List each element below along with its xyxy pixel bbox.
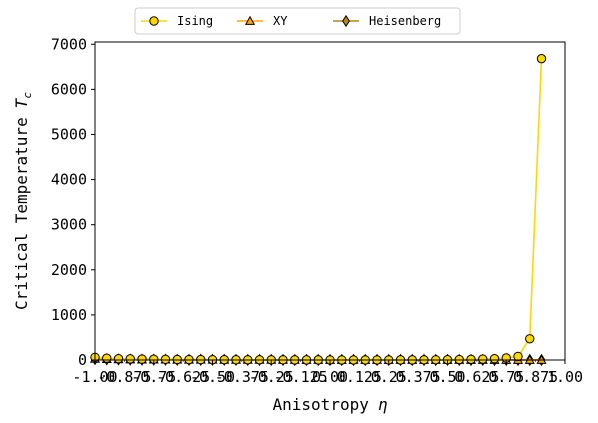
data-point-ising xyxy=(125,354,135,364)
legend-label-ising: Ising xyxy=(177,14,213,28)
x-tick-label: -0.75 xyxy=(131,368,176,386)
legend-label-xy: XY xyxy=(273,14,288,28)
data-point-ising xyxy=(525,334,535,344)
x-tick-label: -0.50 xyxy=(190,368,235,386)
x-axis-label-symbol: η xyxy=(378,395,388,414)
x-axis-label-text: Anisotropy xyxy=(273,395,370,414)
y-axis-label-subscript: c xyxy=(21,92,34,99)
y-tick-label: 2000 xyxy=(51,261,87,279)
data-point-ising xyxy=(172,354,182,365)
y-axis-label-symbol: T xyxy=(12,97,31,108)
data-point-ising xyxy=(513,351,523,362)
x-tick-label: 0.00 xyxy=(312,368,348,386)
y-tick-label: 5000 xyxy=(51,125,87,143)
y-axis-label-text: Critical Temperature xyxy=(12,117,31,310)
x-axis-label: Anisotropy η xyxy=(273,395,388,414)
x-tick-label: 0.50 xyxy=(429,368,465,386)
data-point-ising xyxy=(466,354,476,365)
x-minor-tick-label: -0.625 xyxy=(156,368,210,386)
x-minor-tick-label: 0.875 xyxy=(513,368,558,386)
y-tick-label: 0 xyxy=(78,351,87,369)
legend-marker-xy xyxy=(244,15,256,25)
legend-marker-heisenberg xyxy=(342,14,350,28)
x-minor-tick-label: 0.125 xyxy=(337,368,382,386)
legend-marker-ising xyxy=(149,16,159,26)
x-minor-tick-label: 0.375 xyxy=(396,368,441,386)
x-minor-tick-label: 0.625 xyxy=(454,368,499,386)
y-tick-label: 7000 xyxy=(51,35,87,53)
data-point-ising xyxy=(536,53,547,64)
x-minor-tick-label: -0.375 xyxy=(215,368,269,386)
legend-frame xyxy=(134,7,461,35)
y-axis: 0 1000 2000 3000 4000 5000 6000 7000 xyxy=(51,35,95,369)
legend: Ising XY Heisenberg xyxy=(134,7,461,35)
x-tick-label: -0.25 xyxy=(249,368,294,386)
data-point-ising xyxy=(489,353,500,364)
x-minor-tick-label: -0.125 xyxy=(274,368,328,386)
x-tick-label: 1.00 xyxy=(547,368,583,386)
x-minor-tick-label: -0.875 xyxy=(97,368,151,386)
y-tick-label: 3000 xyxy=(51,216,87,234)
plot-background xyxy=(95,42,565,360)
y-axis-label: Critical Temperature Tc xyxy=(12,92,34,310)
data-point-ising xyxy=(137,354,147,364)
data-point-ising xyxy=(113,353,124,364)
data-point-ising xyxy=(478,354,488,364)
y-tick-label: 6000 xyxy=(51,80,87,98)
data-point-ising xyxy=(160,354,171,365)
legend-label-heisenberg: Heisenberg xyxy=(369,14,441,28)
legend-item-heisenberg: Heisenberg xyxy=(333,14,441,28)
x-tick-label: 0.75 xyxy=(488,368,524,386)
y-tick-label: 1000 xyxy=(51,306,87,324)
x-tick-label: 0.25 xyxy=(371,368,407,386)
legend-item-xy: XY xyxy=(237,14,288,28)
y-tick-label: 4000 xyxy=(51,171,87,189)
legend-item-ising: Ising xyxy=(141,14,213,28)
x-tick-label: -1.00 xyxy=(72,368,117,386)
data-point-ising xyxy=(102,353,112,363)
x-axis: -1.00 -0.75 -0.50 -0.25 0.00 0.25 0.50 0.75 1.00… xyxy=(72,360,583,386)
